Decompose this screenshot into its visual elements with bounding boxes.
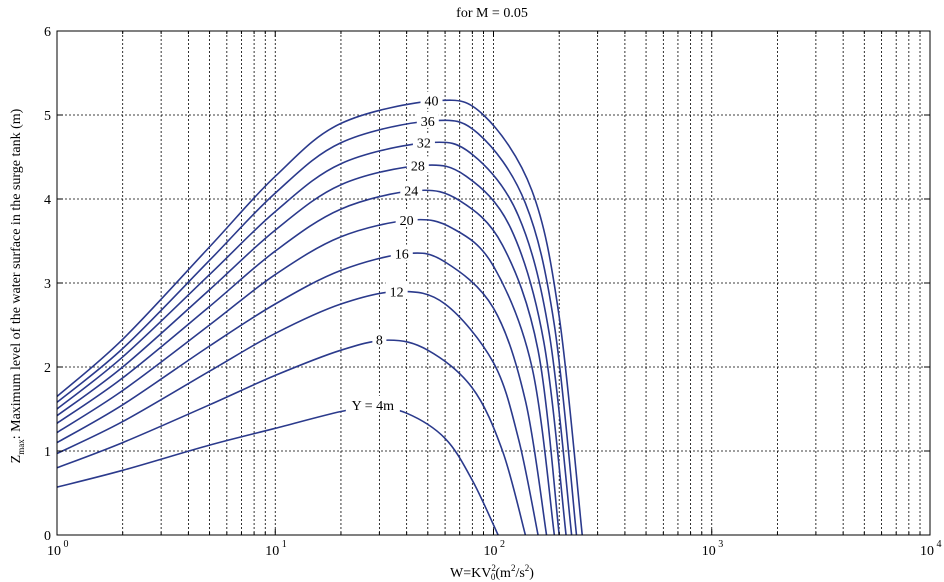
curve-y-9 <box>56 99 584 536</box>
curve-label: 24 <box>404 185 418 200</box>
y-tick-label: 0 <box>44 529 51 544</box>
x-tick-exponent: 1 <box>282 539 287 550</box>
curve-label-bg <box>345 395 400 412</box>
y-tick-label: 4 <box>44 193 51 208</box>
curve-label-bg <box>412 133 435 150</box>
curve-y-3 <box>56 252 548 536</box>
y-axis-title-sub: max <box>16 439 26 455</box>
y-tick-label: 6 <box>44 25 51 40</box>
x-axis-title-sup2: 2 <box>511 563 516 573</box>
curve-label-bg <box>400 181 423 198</box>
x-axis-title-rest2: /s <box>515 566 524 581</box>
axis-ticks <box>56 30 930 536</box>
curve-label: 40 <box>425 95 439 110</box>
y-tick-label: 1 <box>44 445 51 460</box>
curve-y-7 <box>56 141 573 536</box>
x-axis-title-end: ) <box>529 566 534 581</box>
x-tick-exponent: 3 <box>718 539 723 550</box>
x-tick-label: 10 <box>484 544 498 559</box>
curve-y-2 <box>56 290 539 536</box>
x-axis-title-rest: (m <box>495 566 511 581</box>
curves-group <box>56 99 584 536</box>
curve-labels-group: Y = 4m 8 12 16 20 24 28 32 36 40 <box>345 91 443 414</box>
x-tick-label: 10 <box>265 544 279 559</box>
x-tick-label: 10 <box>920 544 934 559</box>
x-tick-label: 10 <box>702 544 716 559</box>
curve-label: 12 <box>390 285 404 300</box>
curve-label: Y = 4m <box>352 399 394 414</box>
curve-label-bg <box>385 282 408 299</box>
curve-label: 20 <box>400 214 414 229</box>
x-axis-title-sup: 2 <box>491 563 496 573</box>
x-tick-exponent: 4 <box>937 539 942 550</box>
y-axis-title: Zmax: Maximum level of the water surface… <box>9 108 26 463</box>
curve-y-8 <box>56 119 578 536</box>
x-axis-title: W=KV2 0(m2/s2) <box>450 563 534 582</box>
curve-label: 16 <box>395 248 409 263</box>
x-axis-title-sub: 0 <box>491 572 496 582</box>
x-tick-label: 10 <box>47 544 61 559</box>
x-axis-title-main: W=KV <box>450 566 491 581</box>
y-tick-label: 2 <box>44 361 51 376</box>
curve-y-5 <box>56 189 560 536</box>
curve-label: 36 <box>421 115 435 130</box>
y-tick-label: 5 <box>44 109 51 124</box>
chart-title: for M = 0.05 <box>456 6 528 21</box>
curve-label-bg <box>395 211 418 227</box>
curve-y-0 <box>56 406 499 536</box>
curve-label-bg <box>420 91 443 108</box>
curve-y-6 <box>56 164 567 536</box>
grid-lines <box>57 31 930 535</box>
y-axis-title-main: Z <box>9 455 24 464</box>
x-tick-exponent: 0 <box>64 539 69 550</box>
curve-label-bg <box>390 244 413 261</box>
curve-y-1 <box>56 339 527 536</box>
curve-label-bg <box>372 330 387 347</box>
curve-label: 32 <box>417 137 431 152</box>
y-axis-title-rest: : Maximum level of the water surface in … <box>9 108 24 439</box>
x-axis-title-sup3: 2 <box>525 563 530 573</box>
curve-y-4 <box>56 218 556 536</box>
x-tick-exponent: 2 <box>500 539 505 550</box>
curve-label-bg <box>406 156 429 173</box>
curve-label-bg <box>416 111 439 128</box>
y-tick-label: 3 <box>44 277 51 292</box>
curve-label: 8 <box>376 333 383 348</box>
curve-label: 28 <box>411 159 425 174</box>
